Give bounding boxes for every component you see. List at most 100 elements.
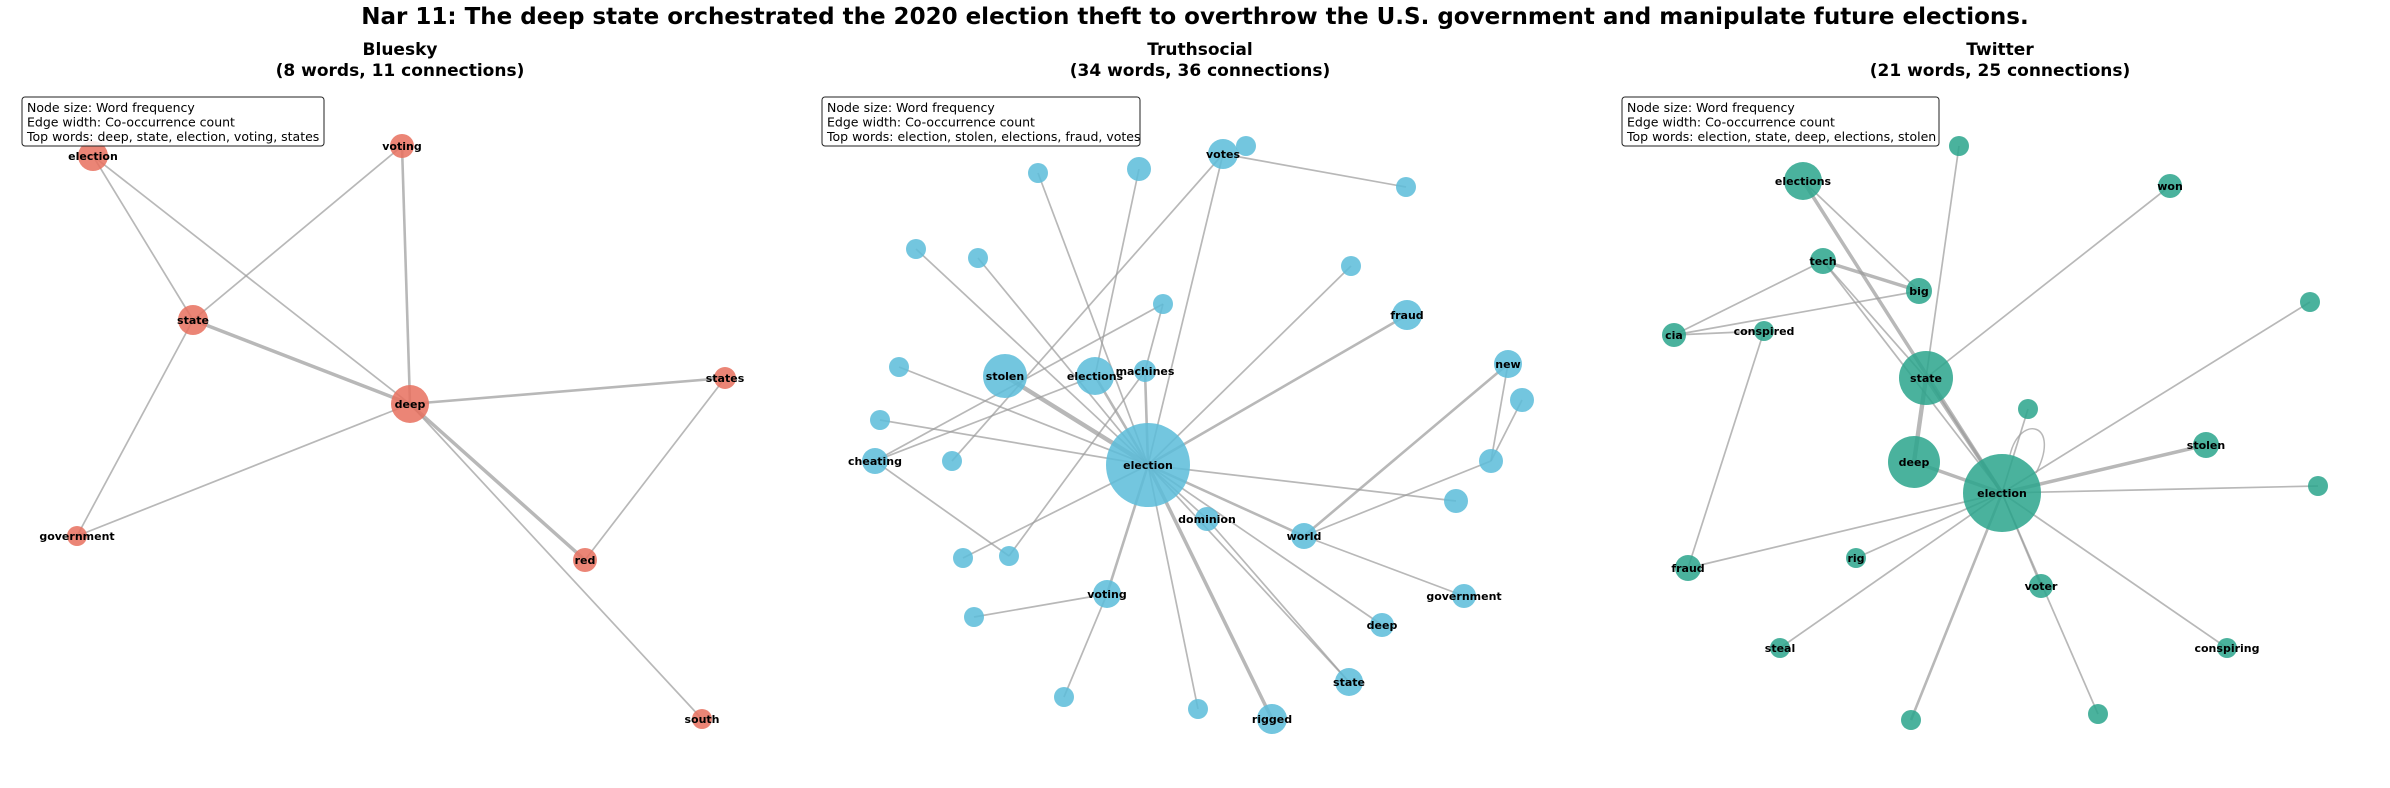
edge-election-votes — [1147, 153, 1224, 466]
node-label-elections: elections — [1067, 370, 1124, 383]
node-label-voting: voting — [1087, 588, 1126, 601]
node-label-fraud: fraud — [1671, 562, 1704, 575]
edge-machines-n_bl2 — [1008, 370, 1146, 557]
node-n_bl2 — [999, 546, 1019, 566]
node-won — [2158, 174, 2182, 198]
edge-new-n_rr2 — [1490, 363, 1509, 462]
node-label-states: states — [706, 372, 745, 385]
panel-subtitle: (8 words, 11 connections) — [275, 61, 525, 81]
node-label-south: south — [684, 713, 719, 726]
node-n_b1 — [1188, 699, 1208, 719]
node-deep — [1888, 436, 1940, 488]
node-n_l6 — [1028, 163, 1048, 183]
nodes — [1662, 136, 2328, 730]
node-cheating — [862, 448, 888, 474]
node-n_bl1 — [953, 548, 973, 568]
node-label-deep: deep — [395, 398, 426, 411]
node-label-world: world — [1287, 530, 1322, 543]
node-state — [1335, 668, 1363, 696]
edge-voting-state — [192, 145, 403, 321]
node-n_b1 — [1901, 710, 1921, 730]
node-voter — [2029, 574, 2053, 598]
edge-voting-deep — [400, 145, 412, 405]
node-label-deep: deep — [1367, 619, 1398, 632]
node-n_t3 — [2018, 399, 2038, 419]
node-big — [1906, 278, 1932, 304]
node-label-tech: tech — [1809, 255, 1836, 268]
panel-name: Truthsocial — [1147, 40, 1253, 60]
edge-cheating-n_bl2 — [874, 460, 1010, 557]
edge-tech-big — [1822, 259, 1920, 293]
legend-line: Edge width: Co-occurrence count — [1627, 115, 1835, 130]
node-n_l7 — [1127, 157, 1151, 181]
node-label-voter: voter — [2025, 580, 2058, 593]
edge-election-elections — [1801, 180, 2004, 494]
node-label-rigged: rigged — [1252, 713, 1292, 726]
edge-state-deep — [192, 318, 411, 406]
node-deep — [1370, 613, 1394, 637]
node-label-steal: steal — [1765, 642, 1795, 655]
panel-name: Twitter — [1966, 40, 2034, 60]
node-label-conspiring: conspiring — [2194, 642, 2259, 655]
node-red — [573, 548, 597, 572]
node-label-fraud: fraud — [1390, 309, 1423, 322]
node-election — [1963, 454, 2041, 532]
legend-line: Top words: deep, state, election, voting… — [26, 129, 319, 144]
node-n_rr2 — [1479, 449, 1503, 473]
node-label-state: state — [1333, 676, 1365, 689]
node-stolen — [2193, 432, 2219, 458]
node-world — [1291, 523, 1317, 549]
nodes — [862, 136, 1534, 734]
edge-deep-south — [409, 403, 703, 720]
edge-election-n_b1 — [1909, 492, 2004, 721]
node-deep — [391, 385, 429, 423]
graph-panel-twitter: election state deep elections tech big cia cons… — [1621, 96, 2328, 730]
edge-election-n_b2 — [2001, 492, 2099, 715]
node-label-new: new — [1495, 358, 1520, 371]
edge-election-deep — [92, 155, 411, 405]
edge-deep-government — [76, 403, 411, 537]
node-label-won: won — [2157, 180, 2183, 193]
node-stolen — [983, 354, 1027, 398]
node-steal — [1770, 638, 1790, 658]
edge-deep-red — [408, 402, 587, 562]
edge-election-conspiring — [2001, 492, 2228, 649]
node-n_rr3 — [1444, 489, 1468, 513]
edge-deep-states — [409, 376, 726, 406]
node-n_t2 — [2300, 292, 2320, 312]
node-fraud — [1675, 555, 1701, 581]
node-label-government: government — [39, 530, 114, 543]
node-label-rig: rig — [1847, 552, 1864, 565]
edges — [76, 145, 726, 720]
legend-line: Node size: Word frequency — [827, 100, 995, 115]
edge-election-rigged — [1146, 464, 1274, 720]
node-n_far — [1396, 177, 1416, 197]
node-voting — [1093, 580, 1121, 608]
node-n_t1 — [1949, 136, 1969, 156]
node-labels: election voting state deep states government r… — [39, 140, 744, 726]
node-label-election: election — [1977, 487, 2027, 500]
edge-elections-cheating — [874, 375, 1096, 462]
node-n_b2 — [1054, 687, 1074, 707]
node-n_l2 — [870, 410, 890, 430]
edge-votes-n_far — [1222, 153, 1407, 188]
edge-elections-n_l7 — [1094, 168, 1140, 377]
edge-n_l4-election — [915, 248, 1149, 466]
node-label-red: red — [575, 554, 596, 567]
node-votes — [1208, 139, 1238, 169]
node-label-elections: elections — [1775, 175, 1832, 188]
edges — [874, 153, 1523, 720]
node-label-election: election — [1123, 459, 1173, 472]
node-label-big: big — [1909, 285, 1929, 298]
edge-conspired-fraud — [1687, 330, 1765, 569]
node-label-government: government — [1426, 590, 1501, 603]
node-cia — [1662, 323, 1686, 347]
node-election — [78, 141, 108, 171]
legend-line: Top words: election, state, deep, electi… — [1626, 129, 1936, 144]
panel-title-truthsocial: Truthsocial (34 words, 36 connections) — [800, 40, 1600, 82]
edge-world-n_rr2 — [1303, 460, 1492, 537]
